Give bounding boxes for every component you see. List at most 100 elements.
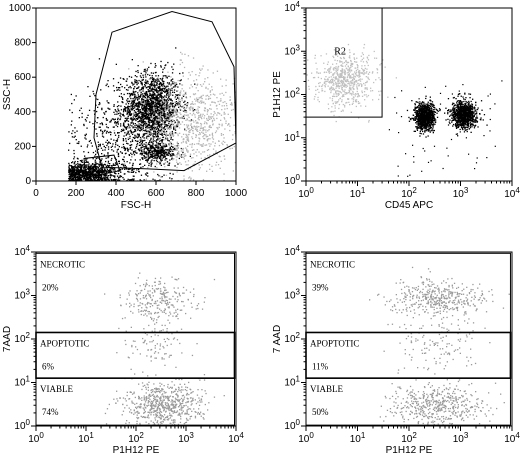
event-dot xyxy=(113,163,114,164)
event-dot xyxy=(333,83,334,84)
event-dot xyxy=(308,80,309,81)
event-dot xyxy=(129,76,130,77)
event-dot xyxy=(214,145,215,146)
event-dot xyxy=(145,70,146,71)
event-dot xyxy=(341,82,342,83)
event-dot xyxy=(189,176,190,177)
event-dot xyxy=(189,144,190,145)
event-dot xyxy=(168,94,169,95)
event-dot xyxy=(155,141,156,142)
event-dot xyxy=(157,174,158,175)
event-dot xyxy=(103,112,104,113)
event-dot xyxy=(184,117,185,118)
event-dot xyxy=(357,69,358,70)
event-dot xyxy=(148,122,149,123)
event-dot xyxy=(157,159,158,160)
event-dot xyxy=(102,150,103,151)
event-dot xyxy=(150,139,151,140)
event-dot xyxy=(344,62,345,63)
event-dot xyxy=(86,169,87,170)
event-dot xyxy=(176,167,177,168)
event-dot xyxy=(209,108,210,109)
event-dot xyxy=(209,134,210,135)
event-dot xyxy=(181,117,182,118)
event-dot xyxy=(170,108,171,109)
dots-panel-b xyxy=(290,44,503,177)
event-dot xyxy=(159,132,160,133)
event-dot xyxy=(134,136,135,137)
event-dot xyxy=(158,128,159,129)
event-dot xyxy=(331,76,332,77)
event-dot xyxy=(137,104,138,105)
event-dot xyxy=(301,62,302,63)
event-dot xyxy=(350,89,351,90)
event-dot xyxy=(202,130,203,131)
event-dot xyxy=(139,91,140,92)
event-dot xyxy=(112,118,113,119)
event-dot xyxy=(339,61,340,62)
event-dot xyxy=(173,125,174,126)
event-dot xyxy=(355,67,356,68)
event-dot xyxy=(111,179,112,180)
event-dot xyxy=(141,175,142,176)
event-dot xyxy=(127,110,128,111)
event-dot xyxy=(363,74,364,75)
event-dot xyxy=(154,148,155,149)
event-dot xyxy=(175,127,176,128)
event-dot xyxy=(238,169,239,170)
event-dot xyxy=(334,89,335,90)
event-dot xyxy=(136,146,137,147)
event-dot xyxy=(232,139,233,140)
event-dot xyxy=(69,172,70,173)
event-dot xyxy=(118,156,119,157)
event-dot xyxy=(118,87,119,88)
event-dot xyxy=(318,83,319,84)
event-dot xyxy=(135,97,136,98)
event-dot xyxy=(125,128,126,129)
event-dot xyxy=(225,121,226,122)
event-dot xyxy=(84,137,85,138)
event-dot xyxy=(150,99,151,100)
event-dot xyxy=(175,128,176,129)
event-dot xyxy=(353,74,354,75)
event-dot xyxy=(149,163,150,164)
event-dot xyxy=(81,171,82,172)
event-dot xyxy=(145,157,146,158)
event-dot xyxy=(137,137,138,138)
event-dot xyxy=(199,169,200,170)
event-dot xyxy=(335,82,336,83)
event-dot xyxy=(196,155,197,156)
event-dot xyxy=(219,145,220,146)
event-dot xyxy=(141,77,142,78)
event-dot xyxy=(176,103,177,104)
event-dot xyxy=(129,127,130,128)
event-dot xyxy=(203,179,204,180)
event-dot xyxy=(114,114,115,115)
event-dot xyxy=(138,124,139,125)
event-dot xyxy=(336,76,337,77)
event-dot xyxy=(107,84,108,85)
event-dot xyxy=(166,92,167,93)
event-dot xyxy=(184,179,185,180)
event-dot xyxy=(136,82,137,83)
event-dot xyxy=(149,154,150,155)
event-dot xyxy=(160,118,161,119)
event-dot xyxy=(151,90,152,91)
event-dot xyxy=(173,128,174,129)
event-dot xyxy=(197,85,198,86)
event-dot xyxy=(152,79,153,80)
event-dot xyxy=(160,130,161,131)
event-dot xyxy=(103,117,104,118)
event-dot xyxy=(186,164,187,165)
event-dot xyxy=(94,156,95,157)
event-dot xyxy=(230,96,231,97)
event-dot xyxy=(214,113,215,114)
event-dot xyxy=(108,102,109,103)
event-dot xyxy=(162,157,163,158)
event-dot xyxy=(165,134,166,135)
event-dot xyxy=(152,86,153,87)
event-dot xyxy=(197,113,198,114)
event-dot xyxy=(213,114,214,115)
event-dot xyxy=(245,117,246,118)
event-dot xyxy=(158,106,159,107)
